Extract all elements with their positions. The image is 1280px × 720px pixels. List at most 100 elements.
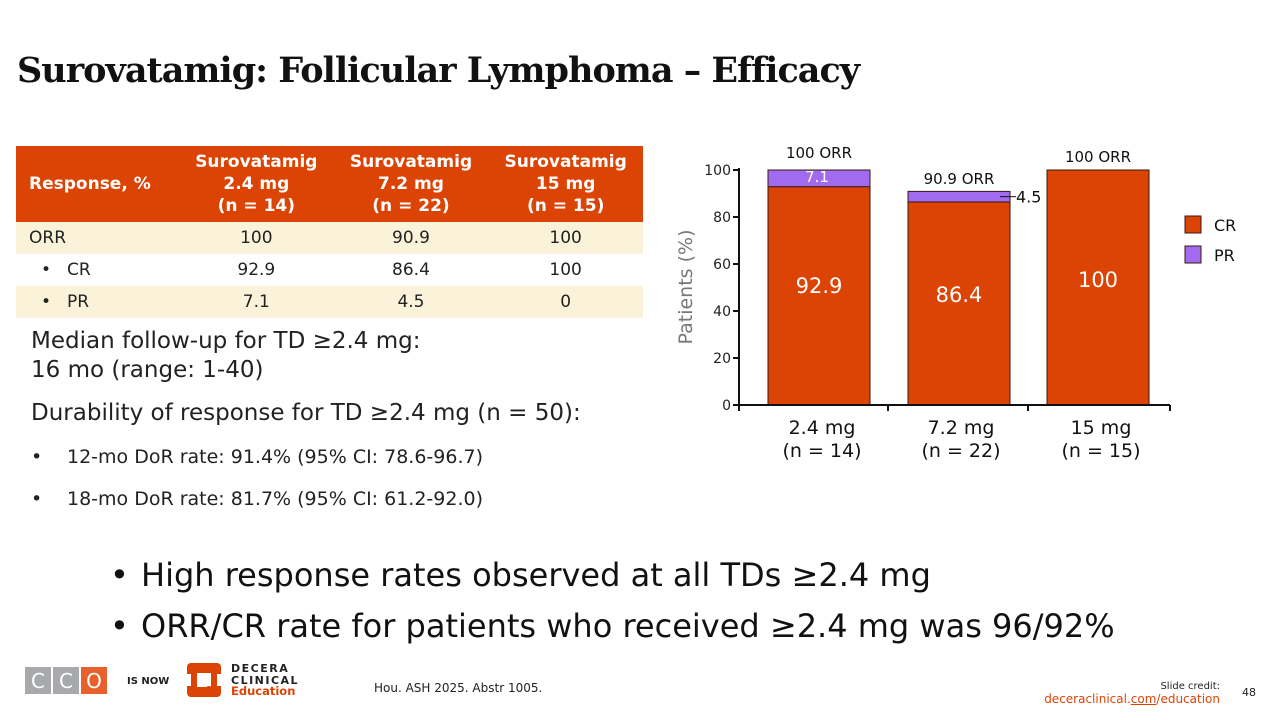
header-text: Surovatamig (504, 152, 627, 172)
header-text: Surovatamig (349, 152, 473, 172)
durability-heading: Durability of response for TD ≥2.4 mg (n… (31, 400, 581, 426)
durability-text: 18-mo DoR rate: 81.7% (95% CI: 61.2-92.0… (67, 488, 484, 510)
followup-line-1: Median follow-up for TD ≥2.4 mg: (31, 328, 421, 354)
row-label-cell: • CR (16, 254, 179, 286)
table-cell: 4.5 (333, 286, 489, 318)
decera-line: Education (231, 684, 296, 698)
legend-label: CR (1214, 216, 1236, 235)
x-category-label: 15 mg (1071, 417, 1132, 439)
x-category-label: (n = 15) (1061, 440, 1140, 462)
y-tick-label: 100 (704, 163, 731, 179)
bullet: • (31, 488, 43, 510)
y-tick-label: 60 (713, 257, 731, 273)
takeaway-item: • ORR/CR rate for patients who received ≥… (110, 601, 1115, 652)
takeaway-text: High response rates observed at all TDs … (141, 556, 931, 594)
citation: Hou. ASH 2025. Abstr 1005. (374, 681, 543, 695)
credit-label: Slide credit: (1160, 681, 1220, 692)
x-category-label: 7.2 mg (928, 417, 995, 439)
table-row-pr: • PR 7.1 4.5 0 (16, 286, 643, 318)
cco-letter: C (25, 667, 51, 694)
table-cell: 90.9 (333, 222, 489, 254)
header-text: Surovatamig (195, 152, 318, 172)
x-category-label: (n = 22) (921, 440, 1000, 462)
response-table: Response, % Surovatamig 2.4 mg (n = 14) … (16, 146, 643, 318)
table-header-dose-7-2: Surovatamig 7.2 mg (n = 22) (333, 146, 489, 222)
link-part: deceraclinical. (1044, 692, 1131, 706)
table-cell: 100 (179, 222, 334, 254)
table-cell: 86.4 (392, 260, 430, 280)
table-cell: 0 (488, 286, 643, 318)
data-label-cr: 100 (1078, 268, 1118, 292)
page-number: 48 (1242, 686, 1256, 699)
table-cell: 100 (488, 222, 643, 254)
decera-wordmark: DECERA CLINICAL Education (231, 663, 299, 698)
total-label: 90.9 ORR (924, 170, 995, 188)
y-tick-label: 80 (713, 210, 731, 226)
row-label: CR (67, 260, 91, 280)
bar-cr (907, 201, 1011, 406)
legend-swatch-cr (1184, 215, 1202, 234)
table-cell: 100 (549, 260, 582, 280)
slide-title: Surovatamig: Follicular Lymphoma – Effic… (17, 50, 860, 91)
data-label-cr: 86.4 (936, 283, 983, 307)
decera-logo-icon (187, 663, 221, 697)
link-part: com (1130, 692, 1157, 706)
notes-block: Median follow-up for TD ≥2.4 mg: 16 mo (… (31, 327, 651, 510)
header-text: (n = 22) (372, 196, 450, 216)
row-label: PR (67, 292, 90, 312)
bullet: • (31, 446, 43, 468)
table-header-row: Response, % Surovatamig 2.4 mg (n = 14) … (16, 146, 643, 222)
data-label-cr: 92.9 (796, 274, 843, 298)
x-category-label: 2.4 mg (789, 417, 856, 439)
row-label: ORR (16, 222, 179, 254)
y-tick-label: 0 (722, 398, 731, 414)
is-now-label: IS NOW (127, 676, 170, 687)
table-header-dose-15: Surovatamig 15 mg (n = 15) (488, 146, 643, 222)
legend-swatch-pr (1184, 245, 1202, 264)
header-text: (n = 15) (526, 196, 605, 216)
header-text: 2.4 mg (223, 174, 290, 194)
bullet: • (41, 260, 52, 280)
y-axis-label: Patients (%) (675, 230, 697, 345)
durability-item: • 12-mo DoR rate: 91.4% (95% CI: 78.6-96.… (31, 446, 651, 468)
table-row-cr: • CR 92.9 86.4 100 (16, 254, 643, 286)
bar-pr (767, 169, 871, 188)
bullet: • (41, 292, 52, 312)
bullet: • (110, 607, 129, 645)
table-row-orr: ORR 100 90.9 100 (16, 222, 643, 254)
cco-letter: O (81, 667, 107, 694)
data-label-pr: 7.1 (805, 168, 829, 186)
y-tick-label: 40 (713, 304, 731, 320)
link-part: /education (1156, 692, 1220, 706)
table-cell: 92.9 (237, 260, 276, 280)
cco-letter: C (53, 667, 79, 694)
y-tick-label: 20 (713, 351, 731, 367)
x-category-label: (n = 14) (782, 440, 861, 462)
takeaway-item: • High response rates observed at all TDs… (110, 550, 1115, 601)
cco-logo: C C O (25, 667, 107, 694)
legend-label: PR (1214, 246, 1235, 265)
bar-cr (767, 186, 871, 406)
durability-text: 12-mo DoR rate: 91.4% (95% CI: 78.6-96.7… (67, 446, 484, 468)
durability-item: • 18-mo DoR rate: 81.7% (95% CI: 61.2-92.… (31, 488, 651, 510)
decera-line: DECERA (231, 662, 290, 675)
bar-pr (907, 190, 1011, 203)
table-header-response: Response, % (16, 146, 179, 222)
total-label: 100 ORR (1065, 148, 1131, 166)
total-label: 100 ORR (786, 144, 852, 162)
credit-link[interactable]: deceraclinical.com/education (1044, 693, 1220, 706)
header-text: Response, % (29, 174, 151, 194)
bar-cr (1046, 169, 1150, 406)
header-text: (n = 14) (217, 196, 296, 216)
row-label-cell: • PR (16, 286, 179, 318)
table-cell: 7.1 (179, 286, 334, 318)
table-header-dose-2-4: Surovatamig 2.4 mg (n = 14) (179, 146, 334, 222)
slide-credit: Slide credit: deceraclinical.com/educati… (1044, 680, 1220, 706)
data-label-pr: 4.5 (1016, 188, 1041, 207)
header-text: 7.2 mg (378, 174, 444, 194)
takeaway-text: ORR/CR rate for patients who received ≥2… (141, 607, 1115, 645)
decera-line: CLINICAL (231, 673, 300, 687)
followup-line-2: 16 mo (range: 1-40) (31, 357, 264, 383)
header-text: 15 mg (535, 174, 596, 194)
